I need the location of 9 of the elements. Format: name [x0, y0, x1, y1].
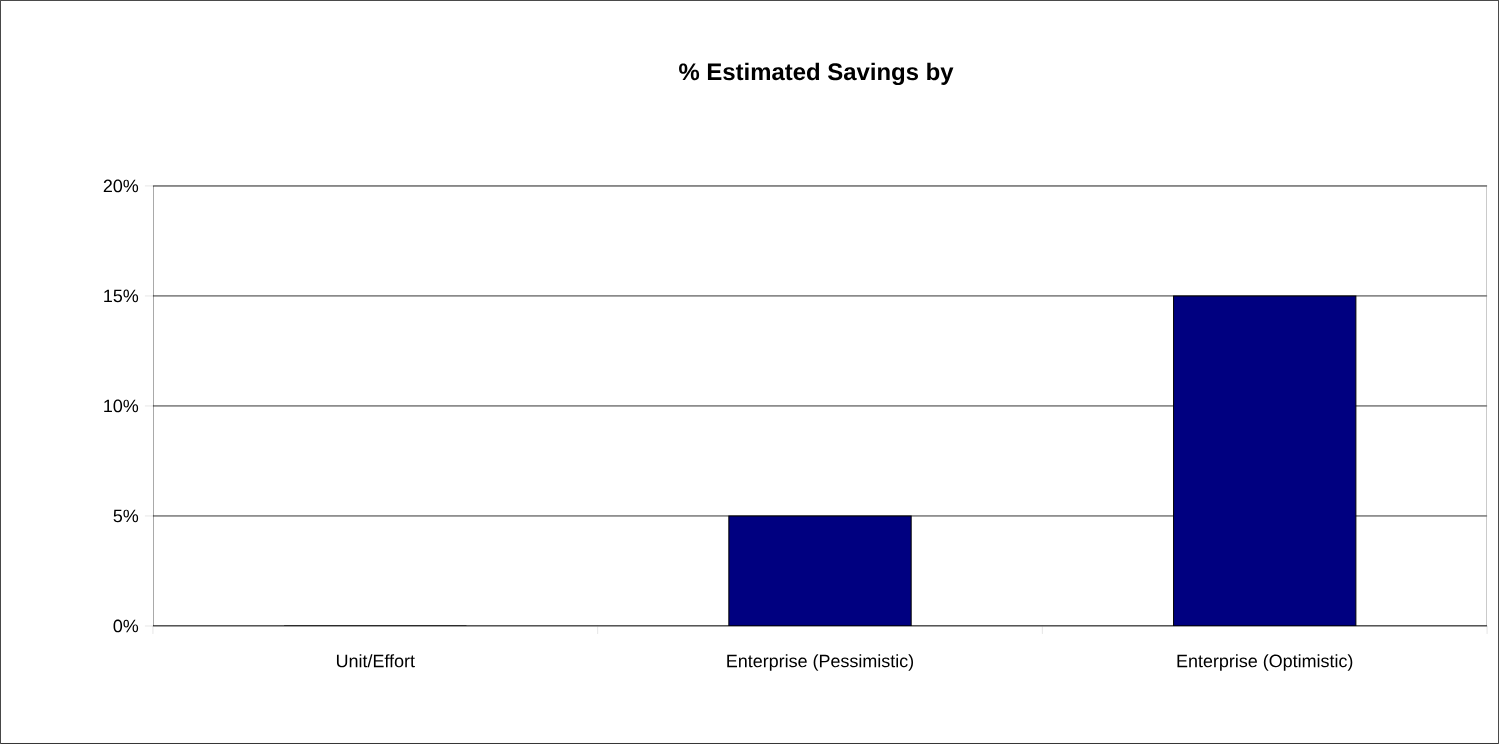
x-tick-label: Unit/Effort [336, 654, 415, 668]
chart-title: % Estimated Savings by [679, 62, 954, 86]
y-tick-label: 20% [103, 179, 139, 193]
x-tick-label: Enterprise (Pessimistic) [727, 654, 914, 671]
y-tick-label: 10% [104, 399, 139, 413]
y-tick-label: 0% [113, 619, 139, 633]
x-tick-label: Enterprise (Optimistic) [1177, 654, 1353, 671]
y-tick-label: 15% [104, 289, 139, 303]
y-tick-label: 5% [113, 509, 139, 523]
